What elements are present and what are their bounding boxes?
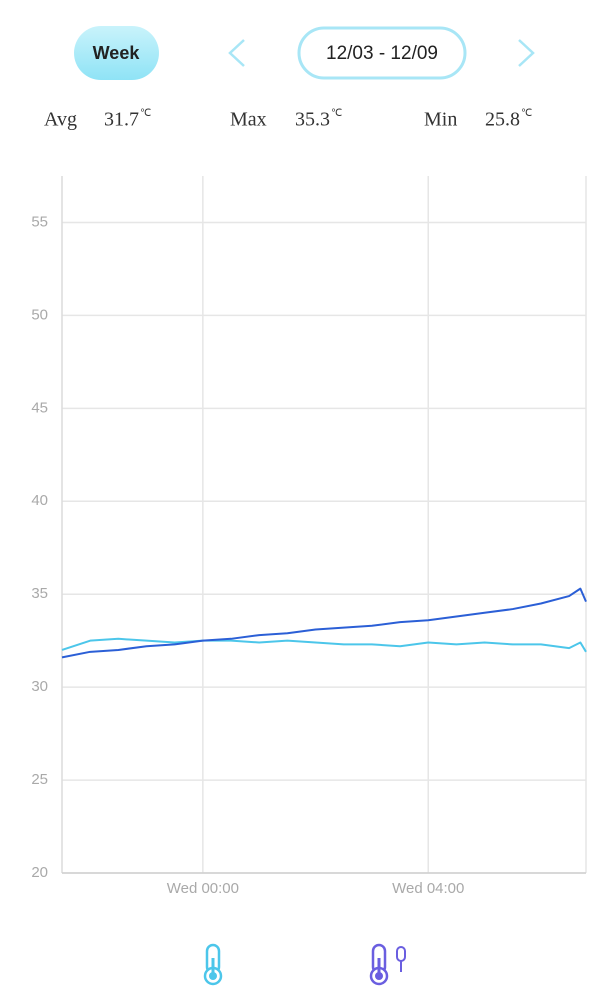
stat-label: Max <box>230 109 267 131</box>
series-line <box>61 587 587 659</box>
y-tick-label: 20 <box>31 864 48 881</box>
stat-value: 35.3 <box>295 109 330 131</box>
series-line <box>61 637 587 653</box>
chart: 20 25 30 35 40 45 50 55 Wed 00:00 Wed 04:00 <box>31 176 587 897</box>
week-pill[interactable] <box>74 26 159 80</box>
week-label[interactable]: Week <box>93 43 141 63</box>
date-pill[interactable] <box>297 26 467 80</box>
y-tick-label: 55 <box>31 213 48 230</box>
y-tick-label: 35 <box>31 585 48 602</box>
temp-icon[interactable] <box>203 943 223 986</box>
date-range[interactable]: 12/03 - 12/09 <box>326 43 438 64</box>
x-tick-label: Wed 04:00 <box>392 880 464 897</box>
next-arrow[interactable] <box>518 39 535 67</box>
stat-value: 25.8 <box>485 109 520 131</box>
y-tick-label: 50 <box>31 306 48 323</box>
x-tick-label: Wed 00:00 <box>167 880 239 897</box>
stat-label: Avg <box>44 109 77 131</box>
y-tick-label: 40 <box>31 492 48 509</box>
stat-label: Min <box>424 109 457 131</box>
probe-icon[interactable] <box>369 943 406 986</box>
stat-unit: ℃ <box>140 108 151 119</box>
y-tick-label: 30 <box>31 678 48 695</box>
stat-unit: ℃ <box>521 108 532 119</box>
stat-unit: ℃ <box>331 108 342 119</box>
stats-row: Avg 31.7 ℃ Max 35.3 ℃ Min 25.8 ℃ <box>44 108 532 131</box>
stat-value: 31.7 <box>104 109 139 131</box>
week-button[interactable]: Week <box>74 26 159 80</box>
y-tick-label: 25 <box>31 771 48 788</box>
prev-arrow[interactable] <box>228 39 245 67</box>
y-tick-label: 45 <box>31 399 48 416</box>
